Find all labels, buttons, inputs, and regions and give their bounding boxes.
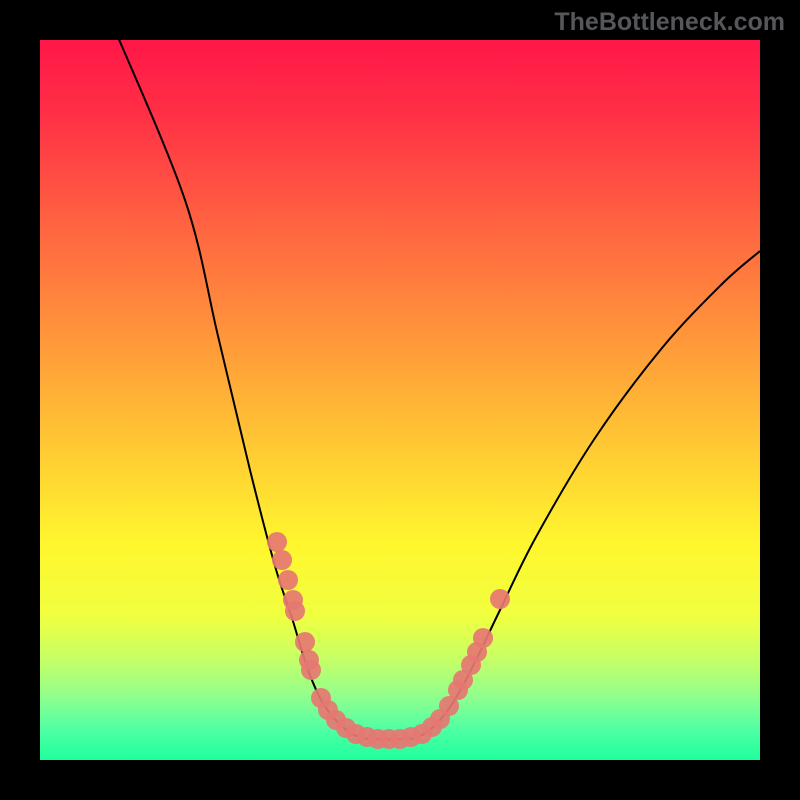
data-marker xyxy=(473,628,493,648)
data-marker xyxy=(490,589,510,609)
data-marker xyxy=(301,660,321,680)
curve-layer xyxy=(40,40,760,760)
data-marker xyxy=(295,632,315,652)
plot-area xyxy=(40,40,760,760)
data-marker xyxy=(272,550,292,570)
data-marker xyxy=(285,601,305,621)
bottleneck-curve xyxy=(115,30,760,739)
chart-container: TheBottleneck.com xyxy=(0,0,800,800)
data-marker xyxy=(278,570,298,590)
data-marker xyxy=(267,532,287,552)
watermark-text: TheBottleneck.com xyxy=(554,8,785,37)
